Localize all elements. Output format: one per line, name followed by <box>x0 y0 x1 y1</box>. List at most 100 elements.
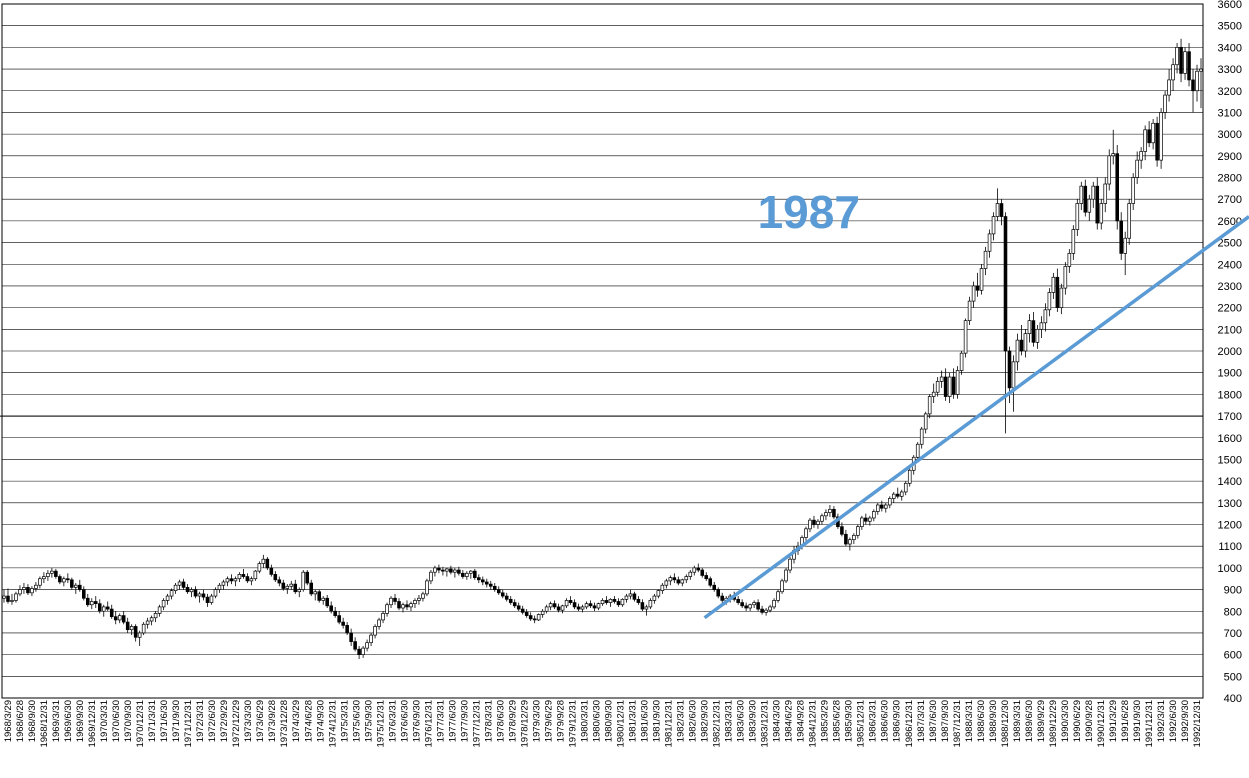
candle-body <box>963 320 968 354</box>
candle <box>173 583 178 594</box>
candle <box>508 596 513 605</box>
candle <box>97 599 102 614</box>
candle <box>612 596 617 604</box>
candle <box>784 567 788 584</box>
x-tick-label: 1974/12/31 <box>327 700 338 748</box>
candle-body <box>580 606 585 610</box>
candle-body <box>1007 350 1012 389</box>
candle <box>1087 194 1092 221</box>
candle-body <box>74 584 78 588</box>
candle-body <box>572 602 577 608</box>
y-tick-label: 1900 <box>1218 368 1242 380</box>
candle-body <box>437 567 441 571</box>
candle <box>14 591 18 603</box>
candle <box>1099 199 1104 230</box>
candle <box>165 593 170 605</box>
candle <box>540 609 545 618</box>
candle <box>181 578 186 590</box>
candle <box>273 571 278 582</box>
candle <box>692 565 697 576</box>
candle-body <box>325 597 329 607</box>
candle <box>337 611 341 625</box>
candle <box>848 537 852 551</box>
candle-body <box>321 597 325 601</box>
candle <box>744 602 748 612</box>
candle <box>1127 199 1131 245</box>
candle-body <box>441 569 445 572</box>
candle <box>844 529 848 547</box>
candle-body <box>1179 47 1183 74</box>
candle-body <box>1163 94 1167 113</box>
candle <box>760 605 764 615</box>
candle <box>640 599 645 612</box>
candle-body <box>157 606 162 614</box>
x-tick-label: 1969/12/31 <box>87 700 98 748</box>
candle <box>644 604 649 616</box>
candle-body <box>1151 122 1155 144</box>
candle-body <box>1103 183 1108 204</box>
candle-body <box>1123 237 1127 254</box>
candle-body <box>413 600 417 605</box>
candle-body <box>872 511 876 519</box>
candle <box>1199 58 1203 109</box>
candle <box>185 584 190 594</box>
candle <box>269 564 274 577</box>
candle <box>632 591 637 602</box>
candle-body <box>293 583 298 593</box>
y-tick-label: 2200 <box>1218 303 1242 315</box>
candle-body <box>177 581 182 586</box>
x-tick-label: 1971/6/30 <box>159 700 170 742</box>
x-tick-label: 1987/9/30 <box>940 700 951 742</box>
candle <box>401 602 405 613</box>
candle <box>365 639 369 652</box>
candle-body <box>38 578 42 586</box>
candle-body <box>931 391 936 397</box>
y-tick-label: 2000 <box>1218 346 1242 358</box>
candle <box>457 566 461 576</box>
candle-body <box>624 595 629 600</box>
candle <box>1111 129 1116 165</box>
candle <box>700 567 705 578</box>
candle <box>1191 69 1195 113</box>
candle <box>353 637 357 652</box>
candle <box>608 598 613 607</box>
candle-body <box>987 233 992 252</box>
x-tick-label: 1983/12/31 <box>760 700 771 748</box>
candle-body <box>389 597 393 606</box>
candle-body <box>1159 112 1163 161</box>
candle <box>105 601 110 612</box>
x-tick-label: 1972/3/31 <box>195 700 206 742</box>
candle-body <box>1111 153 1116 157</box>
candle-body <box>1087 198 1092 213</box>
x-tick-label: 1971/9/30 <box>171 700 182 742</box>
x-tick-label: 1970/9/30 <box>123 700 134 742</box>
candle <box>704 572 709 581</box>
candle-body <box>887 498 892 506</box>
candle-body <box>1195 70 1199 92</box>
candle-body <box>600 600 605 605</box>
candle-body <box>512 602 517 607</box>
x-tick-label: 1981/3/31 <box>628 700 639 742</box>
candle <box>93 596 98 608</box>
candle-body <box>999 203 1004 217</box>
candle-body <box>205 596 210 603</box>
candle-body <box>46 572 50 577</box>
candle-body <box>895 493 900 497</box>
candle-body <box>720 595 724 601</box>
candle <box>1143 125 1147 161</box>
candle <box>580 604 585 613</box>
candle <box>74 583 78 594</box>
candle-body <box>381 613 385 621</box>
candle <box>872 509 876 522</box>
candle <box>129 624 134 636</box>
candle <box>576 603 581 612</box>
candle <box>1059 283 1064 315</box>
x-tick-label: 1972/9/29 <box>219 700 230 742</box>
candle-body <box>58 576 62 583</box>
candle <box>927 394 932 419</box>
candle <box>824 509 828 521</box>
candle <box>887 496 892 509</box>
candle-body <box>524 611 529 616</box>
candle-body <box>652 595 657 601</box>
candle-body <box>856 526 860 536</box>
